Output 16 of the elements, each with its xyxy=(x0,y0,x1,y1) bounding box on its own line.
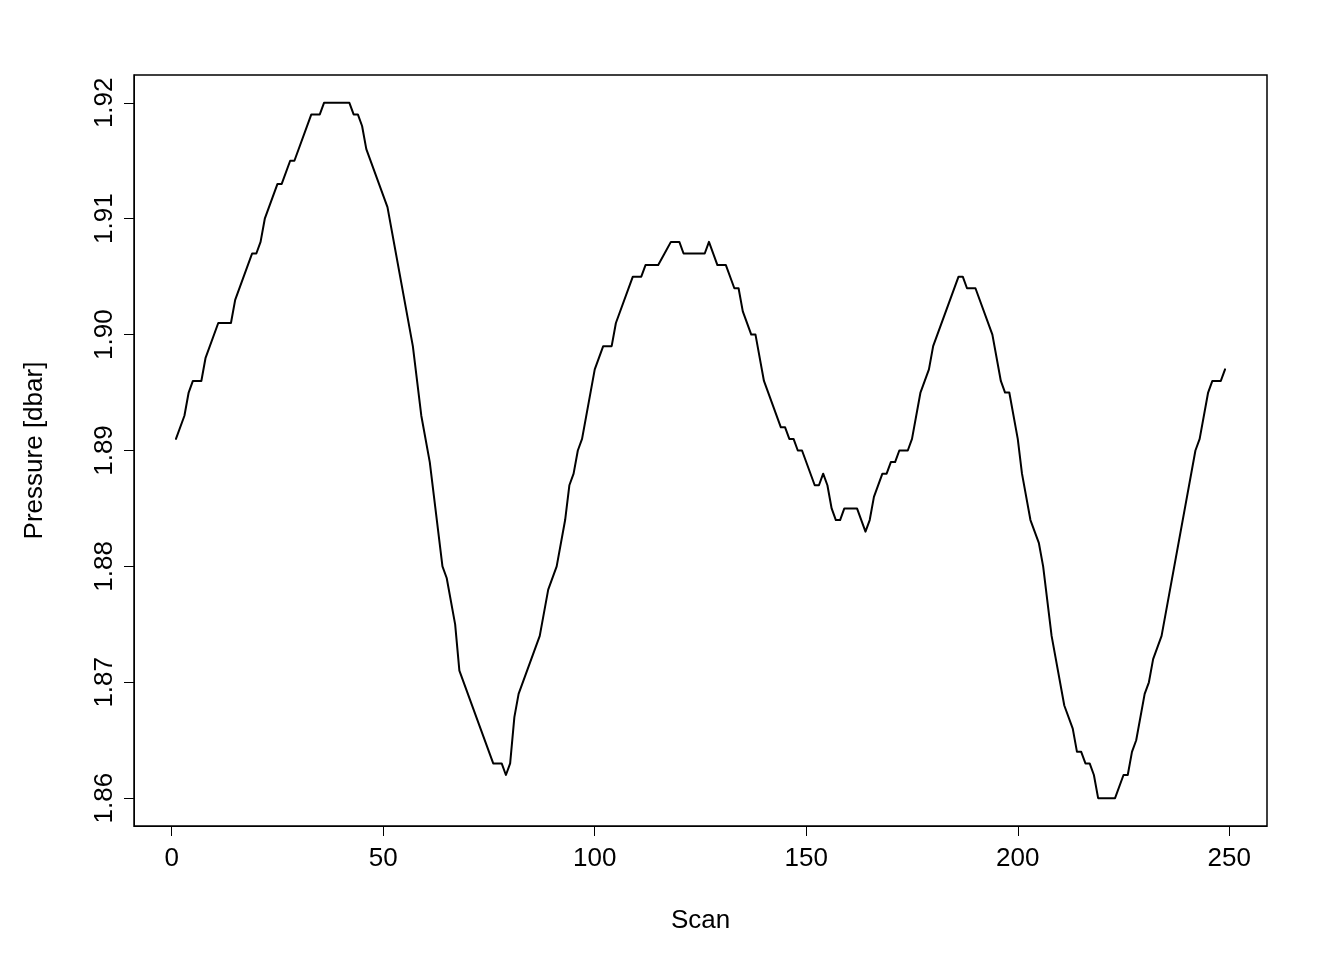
x-tick-label: 0 xyxy=(164,842,179,872)
x-tick-label: 200 xyxy=(996,842,1040,872)
y-tick-label: 1.86 xyxy=(88,772,118,824)
y-tick-label: 1.92 xyxy=(88,77,118,129)
y-tick-label: 1.91 xyxy=(88,193,118,245)
y-tick-label: 1.89 xyxy=(88,425,118,476)
line-series xyxy=(174,101,1227,800)
x-tick-label: 150 xyxy=(784,842,828,872)
x-axis-title: Scan xyxy=(670,904,731,934)
x-tick-label: 50 xyxy=(368,842,398,872)
y-tick-label: 1.90 xyxy=(88,309,118,360)
y-tick-label: 1.88 xyxy=(88,541,118,592)
x-tick-label: 100 xyxy=(573,842,617,872)
x-tick-label: 250 xyxy=(1207,842,1251,872)
y-axis-title: Pressure [dbar] xyxy=(18,361,48,540)
y-tick-label: 1.87 xyxy=(88,656,118,708)
